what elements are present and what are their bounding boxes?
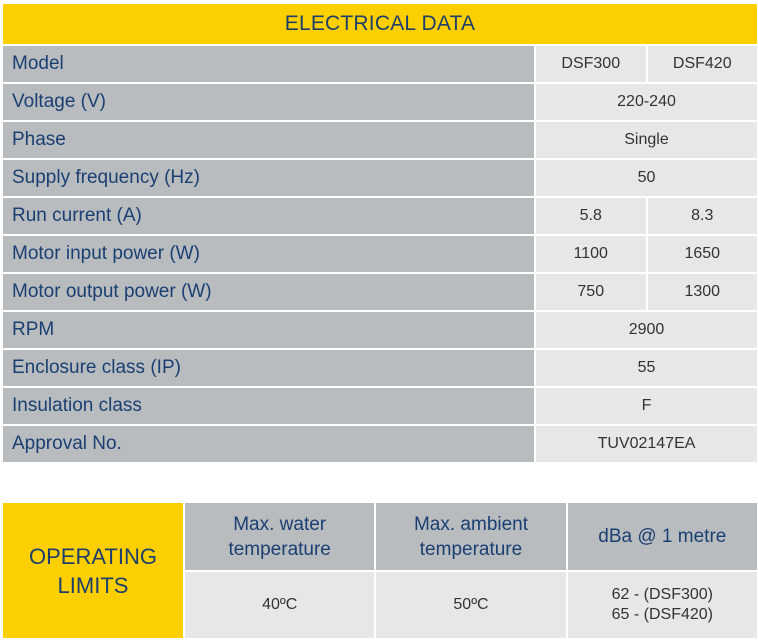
operating-limit-column: Max. ambient temperature 50ºC [376, 503, 566, 638]
row-value: 220-240 [536, 84, 757, 120]
row-values: 50 [536, 160, 757, 196]
table-row: Model DSF300 DSF420 [3, 46, 757, 82]
row-value: 50 [536, 160, 757, 196]
row-value: 750 [536, 274, 646, 310]
row-value: 1300 [647, 274, 757, 310]
row-label: RPM [3, 312, 534, 348]
row-label: Supply frequency (Hz) [3, 160, 534, 196]
operating-limit-value: 62 - (DSF300) 65 - (DSF420) [567, 572, 757, 638]
row-label: Run current (A) [3, 198, 534, 234]
row-values: F [536, 388, 757, 424]
row-values: 55 [536, 350, 757, 386]
operating-limits-table: OPERATING LIMITS Max. water temperature 4… [3, 503, 757, 638]
row-value: 2900 [536, 312, 757, 348]
row-label: Phase [3, 122, 534, 158]
operating-limits-title: OPERATING LIMITS [3, 503, 183, 638]
table-row: Enclosure class (IP) 55 [3, 350, 757, 386]
row-value: 8.3 [647, 198, 757, 234]
operating-limit-header: Max. ambient temperature [376, 503, 566, 570]
row-value: Single [536, 122, 757, 158]
row-label: Model [3, 46, 534, 82]
operating-limits-columns: Max. water temperature 40ºC Max. ambient t… [185, 503, 757, 638]
operating-limit-column: Max. water temperature 40ºC [185, 503, 375, 638]
row-label: Motor input power (W) [3, 236, 534, 272]
row-values: 2900 [536, 312, 757, 348]
row-value: 1100 [536, 236, 646, 272]
row-values: Single [536, 122, 757, 158]
table-row: Voltage (V) 220-240 [3, 84, 757, 120]
electrical-data-title: ELECTRICAL DATA [3, 4, 757, 44]
table-row: Run current (A) 5.8 8.3 [3, 198, 757, 234]
row-value: DSF420 [647, 46, 757, 82]
table-row: Motor input power (W) 1100 1650 [3, 236, 757, 272]
row-label: Motor output power (W) [3, 274, 534, 310]
row-value: DSF300 [536, 46, 646, 82]
row-values: 5.8 8.3 [536, 198, 757, 234]
table-row: Supply frequency (Hz) 50 [3, 160, 757, 196]
row-label: Enclosure class (IP) [3, 350, 534, 386]
row-value: 1650 [647, 236, 757, 272]
operating-limit-value: 40ºC [185, 572, 375, 638]
table-row: RPM 2900 [3, 312, 757, 348]
row-values: DSF300 DSF420 [536, 46, 757, 82]
row-label: Voltage (V) [3, 84, 534, 120]
electrical-data-rows: Model DSF300 DSF420 Voltage (V) 220-240 Phase… [3, 46, 757, 462]
row-value: F [536, 388, 757, 424]
row-value: TUV02147EA [536, 426, 757, 462]
operating-limit-header: dBa @ 1 metre [567, 503, 757, 570]
row-values: 220-240 [536, 84, 757, 120]
row-values: TUV02147EA [536, 426, 757, 462]
operating-limit-header: Max. water temperature [185, 503, 375, 570]
operating-limit-column: dBa @ 1 metre 62 - (DSF300) 65 - (DSF420) [567, 503, 757, 638]
electrical-data-table: ELECTRICAL DATA Model DSF300 DSF420 Voltage… [3, 4, 757, 464]
row-label: Approval No. [3, 426, 534, 462]
table-row: Approval No. TUV02147EA [3, 426, 757, 462]
table-row: Insulation class F [3, 388, 757, 424]
operating-limits-title-text: OPERATING LIMITS [29, 543, 157, 598]
table-row: Motor output power (W) 750 1300 [3, 274, 757, 310]
operating-limit-value: 50ºC [376, 572, 566, 638]
row-label: Insulation class [3, 388, 534, 424]
row-value: 55 [536, 350, 757, 386]
row-values: 750 1300 [536, 274, 757, 310]
table-row: Phase Single [3, 122, 757, 158]
row-value: 5.8 [536, 198, 646, 234]
row-values: 1100 1650 [536, 236, 757, 272]
